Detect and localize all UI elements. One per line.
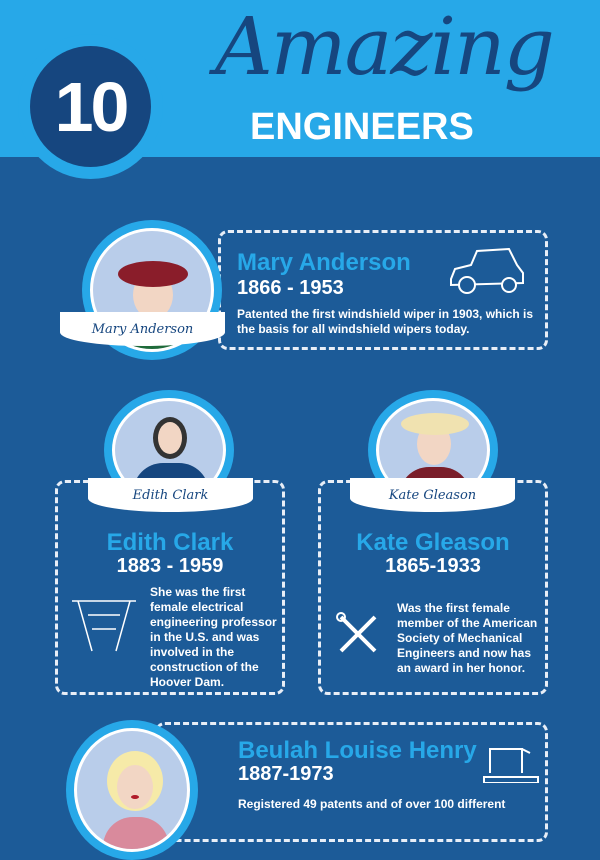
engineer-card-beulah-louise-henry: Beulah Louise Henry 1887-1973 Registered… (155, 722, 548, 842)
engineer-name: Mary Anderson (237, 249, 411, 276)
dam-icon (72, 600, 136, 652)
portrait-mary-anderson (82, 220, 222, 360)
title-script: Amazing (215, 0, 555, 93)
engineer-years: 1866 - 1953 (237, 277, 344, 299)
number-badge: 10 (18, 34, 163, 179)
engineer-years: 1883 - 1959 (116, 555, 224, 577)
engineer-description: Was the first female member of the Ameri… (397, 601, 538, 675)
engineer-name: Kate Gleason (356, 529, 510, 556)
title: ENGINEERS (250, 106, 474, 148)
sewing-machine-icon (483, 748, 539, 783)
number: 10 (30, 46, 151, 167)
tools-icon (336, 612, 377, 653)
engineer-years: 1887-1973 (238, 763, 334, 785)
engineer-name: Edith Clark (106, 529, 234, 556)
engineer-description: Registered 49 patents and of over 100 di… (238, 797, 506, 811)
name-ribbon: Kate Gleason (350, 478, 515, 512)
engineer-card-kate-gleason: Kate Gleason 1865-1933 Was the first fem… (318, 480, 548, 695)
name-ribbon: Edith Clark (88, 478, 253, 512)
name-ribbon: Mary Anderson (60, 312, 225, 346)
engineer-description: She was the first female electrical engi… (150, 585, 277, 689)
engineer-description: Patented the first windshield wiper in 1… (237, 307, 534, 336)
engineer-card-mary-anderson: Mary Anderson 1866 - 1953 Patented the f… (218, 230, 548, 350)
portrait-beulah-louise-henry (66, 720, 198, 860)
engineer-years: 1865-1933 (385, 555, 481, 577)
engineer-card-edith-clark: Edith Clark 1883 - 1959 She was the firs… (55, 480, 285, 695)
engineer-name: Beulah Louise Henry (238, 737, 477, 764)
car-icon (450, 247, 524, 294)
